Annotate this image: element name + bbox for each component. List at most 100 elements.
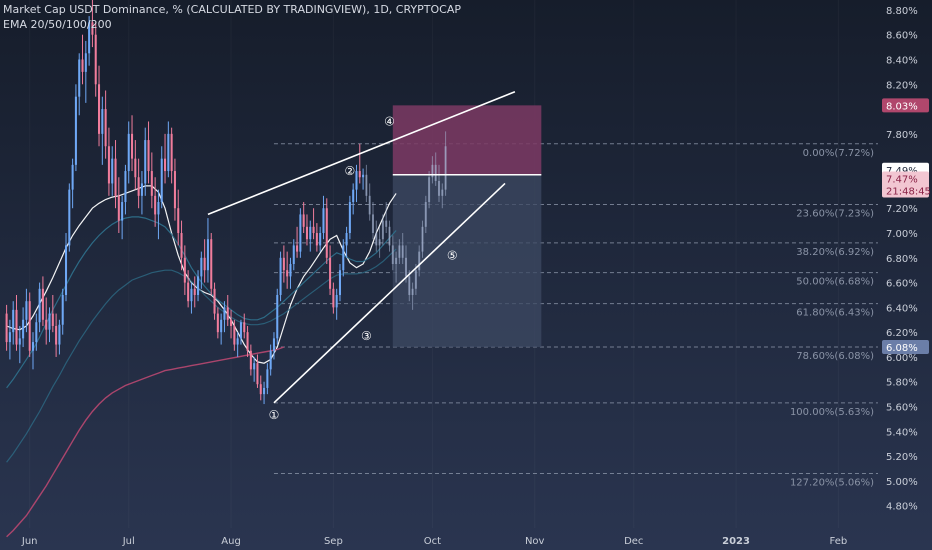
entry-price-badge-bg: [882, 171, 929, 198]
projection-candle: [368, 195, 371, 215]
candle: [28, 301, 31, 351]
candle: [187, 282, 190, 302]
candle: [154, 195, 157, 215]
candle: [134, 158, 137, 178]
candle: [177, 208, 180, 234]
candle: [101, 109, 104, 134]
candle: [5, 313, 8, 343]
target-price-badge-bg: [882, 98, 929, 113]
projection-candle: [437, 180, 441, 196]
indicator-legend[interactable]: EMA 20/50/100/200: [3, 18, 112, 31]
x-tick-label: Sep: [324, 536, 343, 547]
candle: [61, 294, 64, 325]
projection-candle: [388, 226, 391, 246]
candle: [18, 338, 21, 345]
candle: [84, 53, 87, 72]
fib-level-label: 23.60%(7.23%): [796, 209, 874, 220]
candle: [121, 202, 124, 221]
projection-candle: [441, 189, 444, 196]
candle: [342, 245, 345, 271]
wave-label: ②: [344, 164, 355, 178]
candle: [91, 22, 94, 35]
fib-level-label: 127.20%(5.06%): [790, 477, 874, 488]
y-tick-label: 8.60%: [886, 31, 918, 42]
x-tick-label: Aug: [221, 536, 241, 547]
candle: [305, 226, 308, 240]
candle: [236, 338, 239, 345]
fib-level-label: 78.60%(6.08%): [796, 351, 874, 362]
candle: [107, 146, 110, 184]
projection-candle: [418, 251, 421, 271]
candle: [213, 288, 216, 314]
candle: [81, 59, 84, 72]
candle: [114, 158, 117, 196]
candle: [48, 313, 51, 330]
candle: [206, 239, 209, 271]
candle: [94, 34, 97, 85]
candle: [200, 257, 203, 277]
wedge-lower-line: [273, 182, 506, 404]
candle: [150, 171, 153, 196]
candle: [104, 109, 107, 147]
y-tick-label: 5.40%: [886, 427, 918, 438]
candle: [31, 342, 35, 351]
candle: [137, 177, 140, 196]
candle: [71, 164, 74, 190]
y-tick-label: 6.20%: [886, 328, 918, 339]
projection-candle: [408, 276, 411, 295]
candle: [325, 208, 328, 258]
candle: [256, 363, 259, 385]
candle: [124, 171, 127, 203]
candle: [193, 288, 196, 295]
candle: [269, 350, 272, 370]
candle: [289, 264, 292, 277]
candle: [239, 322, 242, 339]
candle: [58, 324, 61, 345]
candle: [259, 384, 262, 395]
reward-zone: [392, 174, 542, 348]
candle: [167, 133, 170, 172]
candle: [279, 257, 282, 295]
fib-level-label: 50.00%(6.68%): [796, 277, 874, 288]
candle: [230, 319, 233, 326]
stop-price-badge: 6.08%: [886, 343, 918, 354]
candle: [243, 322, 246, 333]
candle: [15, 309, 18, 345]
candle: [8, 332, 11, 343]
candle: [183, 257, 186, 283]
x-tick-label: 2023: [722, 536, 750, 547]
candle: [292, 245, 295, 264]
projection-candle: [401, 245, 404, 258]
candle: [78, 59, 81, 97]
projection-candle: [431, 164, 434, 178]
entry-price-badge: 7.47%: [886, 174, 918, 185]
projection-candle: [444, 146, 447, 190]
candle: [180, 233, 183, 258]
candle: [74, 96, 77, 165]
y-tick-label: 5.20%: [886, 452, 918, 463]
candle: [266, 369, 269, 388]
candle: [315, 233, 318, 246]
candle: [144, 140, 147, 184]
wave-label: ⑤: [447, 248, 458, 262]
y-tick-label: 6.40%: [886, 303, 918, 314]
candle: [97, 84, 101, 134]
candle: [210, 239, 213, 289]
projection-candle: [428, 177, 431, 203]
y-tick-label: 5.80%: [886, 378, 918, 389]
candle: [332, 288, 335, 308]
x-tick-label: Nov: [525, 536, 545, 547]
projection-candle: [391, 245, 394, 264]
projection-candle: [411, 288, 414, 295]
candle: [223, 307, 226, 320]
risk-zone: [392, 105, 542, 175]
x-tick-label: Feb: [830, 536, 848, 547]
x-tick-label: Oct: [424, 536, 441, 547]
fib-level-label: 61.80%(6.43%): [796, 308, 874, 319]
x-tick-label: Jun: [21, 536, 38, 547]
x-tick-label: Jul: [122, 536, 135, 547]
candle: [216, 313, 219, 333]
projection-candle: [395, 257, 398, 264]
candle: [190, 288, 193, 302]
